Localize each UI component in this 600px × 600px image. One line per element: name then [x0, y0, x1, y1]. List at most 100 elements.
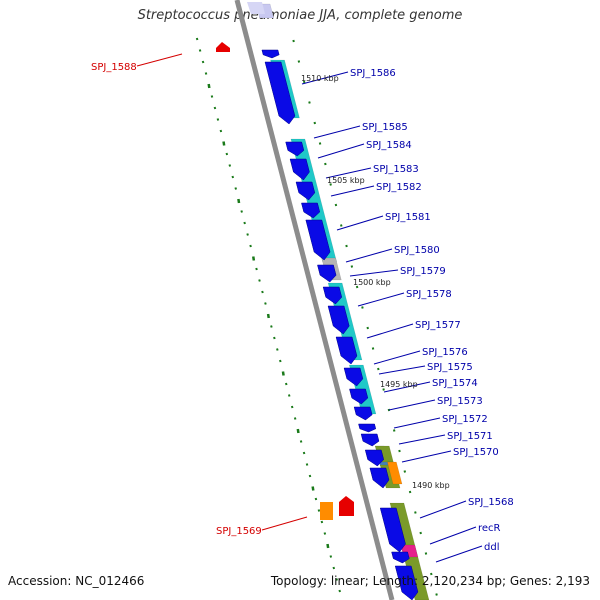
gene-label[interactable]: ddl — [484, 542, 499, 553]
kbp-tick-label: 1495 kbp — [380, 380, 418, 389]
tick-mark — [320, 520, 324, 524]
gene-label[interactable]: SPJ_1580 — [394, 245, 440, 256]
gene-label[interactable]: SPJ_1581 — [385, 212, 431, 223]
cds-arrow — [327, 305, 350, 335]
tick-mark — [326, 543, 330, 549]
gene-label[interactable]: SPJ_1586 — [350, 68, 396, 79]
tick-mark — [292, 39, 295, 43]
tick-mark — [210, 95, 214, 98]
tick-mark — [281, 371, 285, 376]
tick-mark — [334, 203, 338, 207]
leader-line — [336, 215, 384, 231]
cds-arrow — [289, 158, 310, 181]
gene-label[interactable]: SPJ_1574 — [432, 378, 478, 389]
leader-line — [393, 417, 441, 429]
gene-label[interactable]: SPJ_1585 — [362, 122, 408, 133]
tick-mark — [350, 265, 354, 268]
tick-column — [195, 37, 438, 596]
tick-mark — [296, 428, 300, 434]
cds-arrow — [322, 286, 343, 305]
tick-mark — [318, 142, 322, 145]
tick-mark — [302, 451, 306, 455]
cds-arrow — [343, 367, 364, 387]
gene-label[interactable]: SPJ_1569 — [216, 526, 262, 537]
tick-mark — [366, 326, 369, 330]
cds-arrow — [391, 551, 410, 564]
gene-label[interactable]: SPJ_1577 — [415, 320, 461, 331]
tick-mark — [246, 233, 249, 236]
tick-mark — [419, 531, 422, 535]
gene-label[interactable]: SPJ_1576 — [422, 347, 468, 358]
tick-mark — [308, 474, 312, 478]
tick-mark — [198, 49, 202, 52]
tick-mark — [266, 313, 270, 319]
tick-mark — [435, 593, 438, 596]
tick-mark — [311, 486, 315, 491]
tick-mark — [317, 509, 321, 512]
tick-mark — [290, 405, 294, 409]
tick-mark — [293, 417, 297, 420]
reverse-feature — [320, 502, 333, 520]
cds-arrow — [369, 467, 390, 489]
tick-mark — [249, 244, 252, 248]
tick-mark — [408, 490, 412, 494]
leader-line — [325, 167, 372, 179]
cds-arrow — [358, 423, 377, 433]
gene-label[interactable]: SPJ_1578 — [406, 289, 452, 300]
cds-arrow — [295, 181, 316, 201]
tick-mark — [338, 589, 341, 593]
leader-line — [401, 450, 452, 463]
gene-label[interactable]: SPJ_1584 — [366, 140, 412, 151]
accession-text: Accession: NC_012466 — [8, 574, 145, 588]
gene-label[interactable]: SPJ_1570 — [453, 447, 499, 458]
tick-mark — [297, 60, 301, 63]
tick-mark — [398, 449, 401, 453]
cds-arrow — [305, 219, 331, 261]
gene-label[interactable]: SPJ_1572 — [442, 414, 488, 425]
tick-mark — [264, 302, 267, 305]
cds-arrow — [379, 507, 406, 553]
gene-label[interactable]: SPJ_1579 — [400, 266, 446, 277]
tick-mark — [305, 463, 309, 466]
tick-mark — [204, 72, 208, 75]
gene-label[interactable]: SPJ_1575 — [427, 362, 473, 373]
gene-label[interactable]: SPJ_1588 — [91, 62, 137, 73]
tick-mark — [387, 408, 391, 412]
cds-arrow — [349, 388, 369, 405]
leader-line — [429, 526, 477, 545]
cds-arrow — [301, 202, 321, 219]
tick-mark — [261, 290, 264, 294]
tick-mark — [231, 175, 235, 179]
gene-label[interactable]: SPJ_1568 — [468, 497, 514, 508]
leader-line — [378, 365, 426, 375]
leader-line — [366, 323, 414, 339]
tick-mark — [335, 578, 339, 581]
hit-band — [387, 461, 403, 485]
tick-mark — [237, 198, 241, 204]
tick-mark — [430, 572, 433, 576]
gene-label[interactable]: SPJ_1571 — [447, 431, 493, 442]
leader-line — [398, 434, 446, 445]
leader-line — [317, 143, 365, 159]
kbp-tick-label: 1500 kbp — [353, 278, 391, 287]
leader-line — [419, 500, 467, 519]
tick-mark — [377, 367, 380, 371]
tick-mark — [382, 388, 385, 391]
gene-label[interactable]: SPJ_1583 — [373, 164, 419, 175]
tick-mark — [201, 60, 205, 64]
gene-label[interactable]: recR — [478, 523, 501, 534]
leader-line — [261, 516, 308, 531]
tick-mark — [216, 118, 220, 121]
tick-mark — [243, 221, 246, 225]
gene-label[interactable]: SPJ_1573 — [437, 396, 483, 407]
kbp-tick-label: 1510 kbp — [301, 74, 339, 83]
tick-mark — [222, 141, 226, 146]
tick-mark — [276, 348, 279, 351]
gene-label[interactable]: SPJ_1582 — [376, 182, 422, 193]
leader-line — [345, 248, 393, 263]
tick-mark — [308, 101, 311, 104]
cds-arrow — [335, 336, 358, 365]
tick-mark — [240, 210, 243, 213]
map-title: Streptococcus pneumoniae JJA, complete g… — [137, 8, 463, 23]
